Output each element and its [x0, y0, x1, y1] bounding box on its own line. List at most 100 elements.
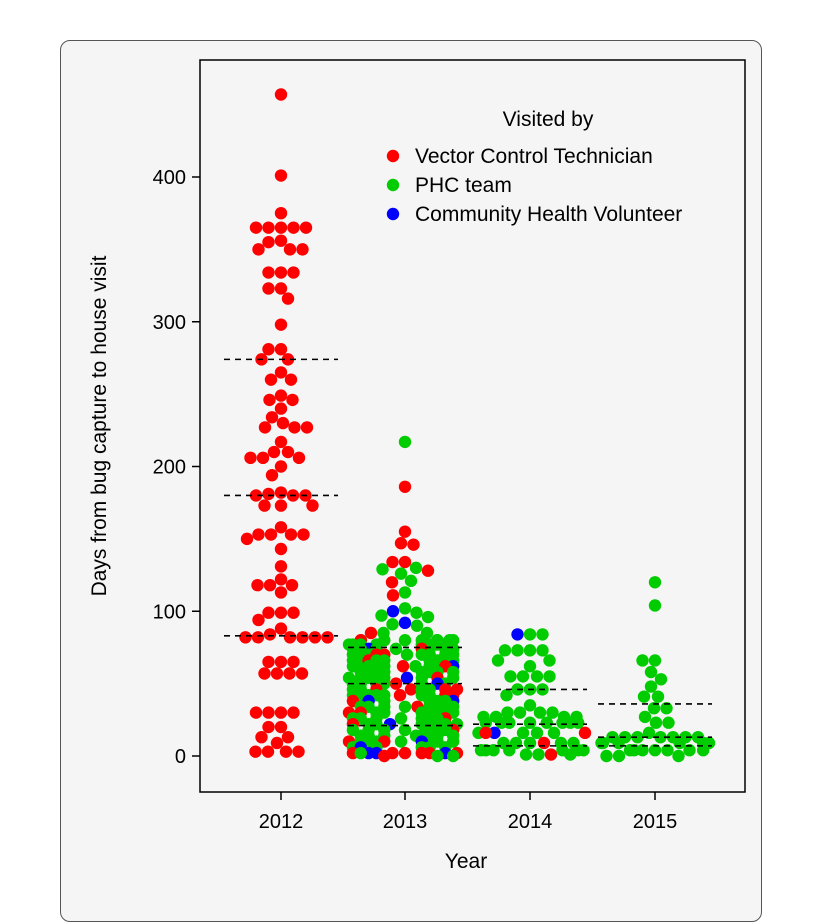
data-point-2012	[249, 745, 262, 758]
data-point-2012	[274, 706, 288, 719]
data-point-2014	[536, 644, 549, 657]
data-point-2012	[274, 586, 288, 599]
data-point-2012	[262, 221, 275, 234]
data-point-2013	[378, 749, 391, 763]
x-axis: 2012 2013 2014 2015	[259, 792, 678, 833]
data-point-2015	[651, 690, 665, 703]
x-tick-label: 2012	[259, 811, 304, 833]
data-point-2013	[398, 700, 412, 713]
data-point-2012	[274, 366, 288, 379]
data-point-2014	[479, 744, 492, 757]
data-point-2014	[516, 726, 530, 740]
data-point-2012	[279, 745, 293, 758]
legend: Visited by Vector Control Technician PHC …	[386, 108, 682, 226]
data-point-2012	[296, 243, 309, 256]
data-point-2012	[274, 318, 288, 331]
data-point-2012	[262, 235, 275, 249]
data-point-2012	[274, 343, 288, 356]
data-point-2015	[648, 744, 662, 757]
data-point-2012	[262, 343, 275, 356]
data-point-2012	[274, 460, 288, 473]
data-point-2015	[683, 744, 696, 757]
quartile-lines	[224, 358, 712, 747]
data-point-2012	[265, 411, 279, 424]
data-point-2015	[636, 654, 649, 667]
data-point-2012	[252, 528, 265, 541]
data-point-2012	[252, 243, 265, 256]
data-point-2015	[660, 702, 673, 715]
data-point-2012	[261, 745, 275, 758]
data-point-2012	[281, 292, 295, 305]
x-tick-label: 2013	[383, 811, 428, 833]
data-point-2015	[648, 599, 662, 612]
data-point-2013	[394, 735, 408, 748]
data-point-2013	[389, 642, 403, 656]
y-axis: 0 100 200 300 400	[153, 167, 200, 768]
data-point-2013	[421, 610, 435, 624]
data-point-2013	[398, 616, 412, 630]
data-point-2012	[270, 736, 284, 750]
data-point-2012	[249, 221, 263, 234]
data-point-2012	[281, 730, 295, 744]
data-point-2012	[287, 706, 300, 719]
data-point-2015	[648, 654, 662, 667]
data-point-2015	[637, 690, 651, 703]
data-point-2014	[537, 736, 551, 750]
data-point-2014	[564, 748, 577, 761]
data-point-2013	[400, 648, 414, 661]
legend-marker	[386, 149, 400, 163]
data-point-2015	[638, 710, 652, 724]
data-point-2013	[394, 567, 408, 580]
data-point-2012	[297, 528, 310, 541]
data-point-2014	[503, 744, 516, 757]
data-point-2013	[364, 626, 378, 640]
y-tick-label: 0	[175, 746, 186, 768]
data-point-2012	[263, 393, 276, 407]
data-point-2015	[696, 744, 710, 757]
data-point-2012	[308, 631, 322, 644]
data-point-2014	[546, 706, 559, 719]
data-point-2012	[274, 573, 288, 586]
legend-marker	[386, 178, 400, 192]
data-point-2012	[288, 421, 301, 434]
data-point-2012	[284, 373, 298, 386]
data-point-2014	[533, 706, 547, 719]
data-point-2012	[284, 528, 298, 541]
data-point-2012	[274, 521, 288, 534]
data-point-2015	[612, 749, 626, 763]
data-point-2013	[386, 589, 400, 602]
data-point-2014	[523, 644, 537, 657]
data-point-2012	[263, 578, 277, 592]
data-point-2012	[251, 578, 264, 592]
data-point-2014	[523, 628, 537, 641]
data-point-2015	[600, 749, 613, 763]
data-point-2014	[503, 716, 516, 729]
data-point-2015	[647, 702, 661, 715]
y-tick-label: 300	[153, 312, 186, 334]
data-point-2014	[479, 726, 492, 740]
data-point-2012	[274, 169, 288, 182]
data-point-2013	[398, 435, 412, 449]
x-tick-label: 2015	[633, 811, 678, 833]
data-point-2012	[262, 266, 275, 279]
data-point-2014	[547, 726, 561, 740]
data-point-2013	[386, 618, 399, 631]
data-point-2012	[286, 393, 299, 407]
data-point-2012	[274, 282, 288, 295]
data-point-2015	[596, 736, 610, 750]
data-point-2013	[398, 602, 412, 615]
data-point-2012	[274, 402, 288, 415]
data-point-2014	[571, 716, 585, 729]
data-point-2012	[274, 88, 288, 101]
data-point-2012	[292, 451, 306, 465]
data-point-2012	[274, 206, 288, 220]
data-point-2014	[578, 726, 592, 740]
data-point-2012	[287, 266, 300, 279]
data-point-2012	[287, 221, 300, 234]
data-point-2014	[488, 726, 501, 740]
data-point-2015	[661, 744, 674, 757]
data-point-2014	[511, 628, 524, 641]
data-point-2012	[256, 451, 270, 465]
data-point-2013	[354, 746, 367, 760]
data-points	[239, 88, 716, 763]
